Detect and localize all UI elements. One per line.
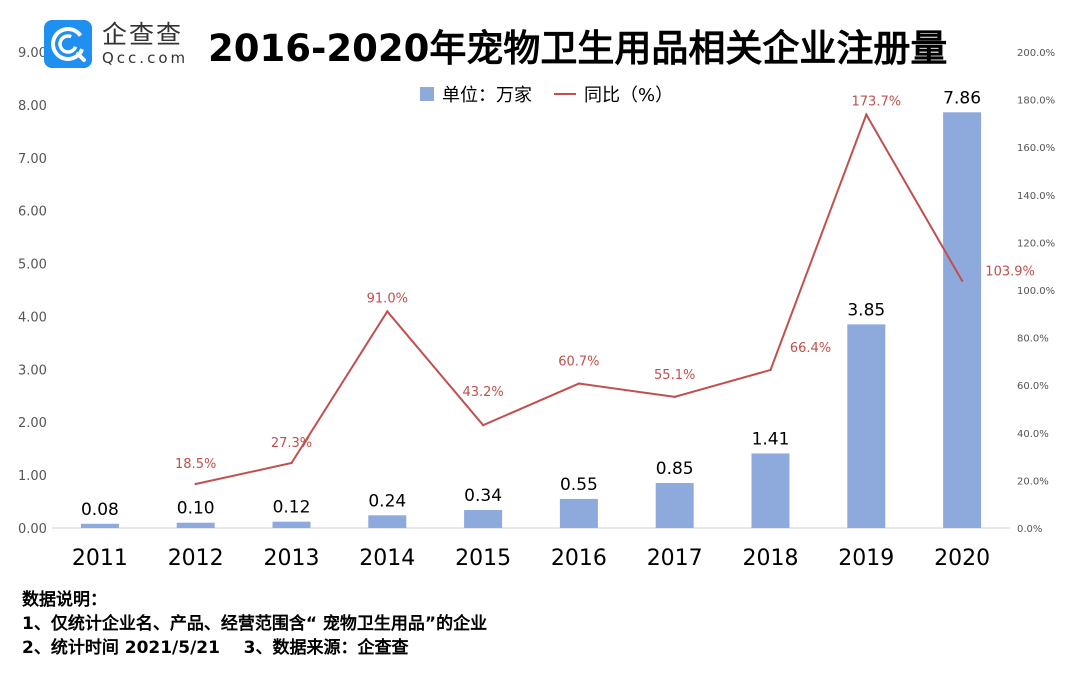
yoy-point-2016 [577, 382, 581, 385]
x-tick-2013: 2013 [264, 546, 320, 571]
y-left-tick: 8.00 [18, 99, 47, 114]
yoy-point-2019 [865, 113, 868, 116]
notes-line-2: 2、统计时间 2021/5/21 3、数据来源：企查查 [22, 638, 409, 658]
yoy-point-2012 [194, 482, 197, 486]
y-right-tick: 40.0% [1017, 429, 1049, 440]
yoy-point-2013 [290, 461, 293, 465]
y-right-tick: 120.0% [1017, 238, 1055, 249]
qcc-logo-icon [44, 20, 92, 68]
y-left-tick: 2.00 [18, 416, 47, 431]
logo: 企查查 Qcc.com [44, 20, 188, 68]
notes-line-1: 1、仅统计企业名、产品、经营范围含“ 宠物卫生用品”的企业 [22, 614, 488, 634]
bar-2011 [80, 523, 119, 528]
y-right-tick: 80.0% [1017, 334, 1049, 345]
yoy-point-2018 [769, 368, 772, 372]
x-tick-2017: 2017 [647, 546, 703, 571]
y-right-tick: 160.0% [1017, 143, 1055, 154]
y-right-tick: 180.0% [1017, 96, 1055, 107]
y-left-tick: 0.00 [18, 522, 47, 537]
y-left-tick: 1.00 [18, 469, 47, 484]
bar-2016 [559, 498, 598, 528]
bar-label-2015: 0.34 [464, 486, 502, 506]
yoy-label-2019: 173.7% [852, 95, 902, 110]
y-right-tick: 100.0% [1017, 286, 1055, 297]
yoy-point-2015 [481, 423, 485, 427]
yoy-line [195, 112, 963, 485]
bar-label-2017: 0.85 [656, 459, 694, 479]
chart-title: 2016-2020年宠物卫生用品相关企业注册量 [208, 27, 948, 70]
y-right-tick: 60.0% [1017, 381, 1049, 392]
yoy-label-2020: 103.9% [985, 265, 1035, 280]
data-notes: 数据说明： 1、仅统计企业名、产品、经营范围含“ 宠物卫生用品”的企业 2、统计… [22, 588, 487, 660]
yoy-label-2017: 55.1% [654, 368, 695, 383]
y-left-tick: 4.00 [18, 310, 47, 325]
logo-cn: 企查查 [102, 20, 184, 49]
yoy-point-2014 [386, 310, 389, 313]
yoy-point-2017 [673, 395, 676, 399]
bar-2020 [943, 112, 982, 528]
bar-label-2014: 0.24 [368, 491, 406, 511]
yoy-label-2012: 18.5% [175, 457, 216, 472]
legend-bar-label: 单位：万家 [442, 85, 532, 106]
legend-line-label: 同比（%） [584, 85, 674, 106]
notes-heading: 数据说明： [22, 590, 107, 610]
bar-2014 [368, 515, 407, 528]
y-left-tick: 7.00 [18, 152, 47, 167]
yoy-label-2014: 91.0% [367, 291, 408, 306]
bar-label-2018: 1.41 [752, 429, 790, 449]
x-tick-2020: 2020 [934, 546, 990, 571]
bar-label-2020: 7.86 [943, 88, 981, 108]
y-right-tick: 0.0% [1017, 524, 1042, 535]
y-left-tick: 5.00 [18, 258, 47, 273]
yoy-label-2016: 60.7% [558, 355, 599, 370]
y-right-tick: 140.0% [1017, 191, 1055, 202]
yoy-point-2020 [960, 279, 964, 282]
x-tick-2015: 2015 [455, 546, 511, 571]
legend: 单位：万家 同比（%） [420, 81, 673, 107]
legend-line-swatch [554, 93, 576, 95]
x-tick-2011: 2011 [72, 546, 128, 571]
x-tick-2012: 2012 [168, 546, 224, 571]
y-left-tick: 3.00 [18, 363, 47, 378]
yoy-label-2015: 43.2% [462, 385, 503, 400]
x-tick-2016: 2016 [551, 546, 607, 571]
bar-label-2019: 3.85 [847, 300, 885, 320]
y-left-tick: 6.00 [18, 205, 47, 220]
yoy-label-2013: 27.3% [271, 436, 312, 451]
y-right-tick: 20.0% [1017, 476, 1049, 487]
y-left-tick: 9.00 [18, 46, 47, 61]
x-tick-2014: 2014 [359, 546, 415, 571]
bar-2013 [272, 521, 311, 528]
bar-2018 [751, 453, 790, 528]
bar-2012 [176, 522, 215, 528]
logo-en: Qcc.com [102, 49, 189, 67]
legend-bar-swatch [420, 87, 434, 101]
bar-2019 [847, 324, 886, 528]
bar-2017 [655, 483, 694, 528]
y-right-tick: 200.0% [1017, 48, 1055, 59]
bar-label-2013: 0.12 [273, 498, 311, 518]
x-tick-2018: 2018 [743, 546, 799, 571]
bar-label-2012: 0.10 [177, 499, 215, 519]
bar-label-2016: 0.55 [560, 475, 598, 495]
yoy-label-2018: 66.4% [790, 341, 831, 356]
bar-label-2011: 0.08 [81, 500, 119, 520]
x-tick-2019: 2019 [838, 546, 894, 571]
bar-2015 [464, 510, 503, 528]
